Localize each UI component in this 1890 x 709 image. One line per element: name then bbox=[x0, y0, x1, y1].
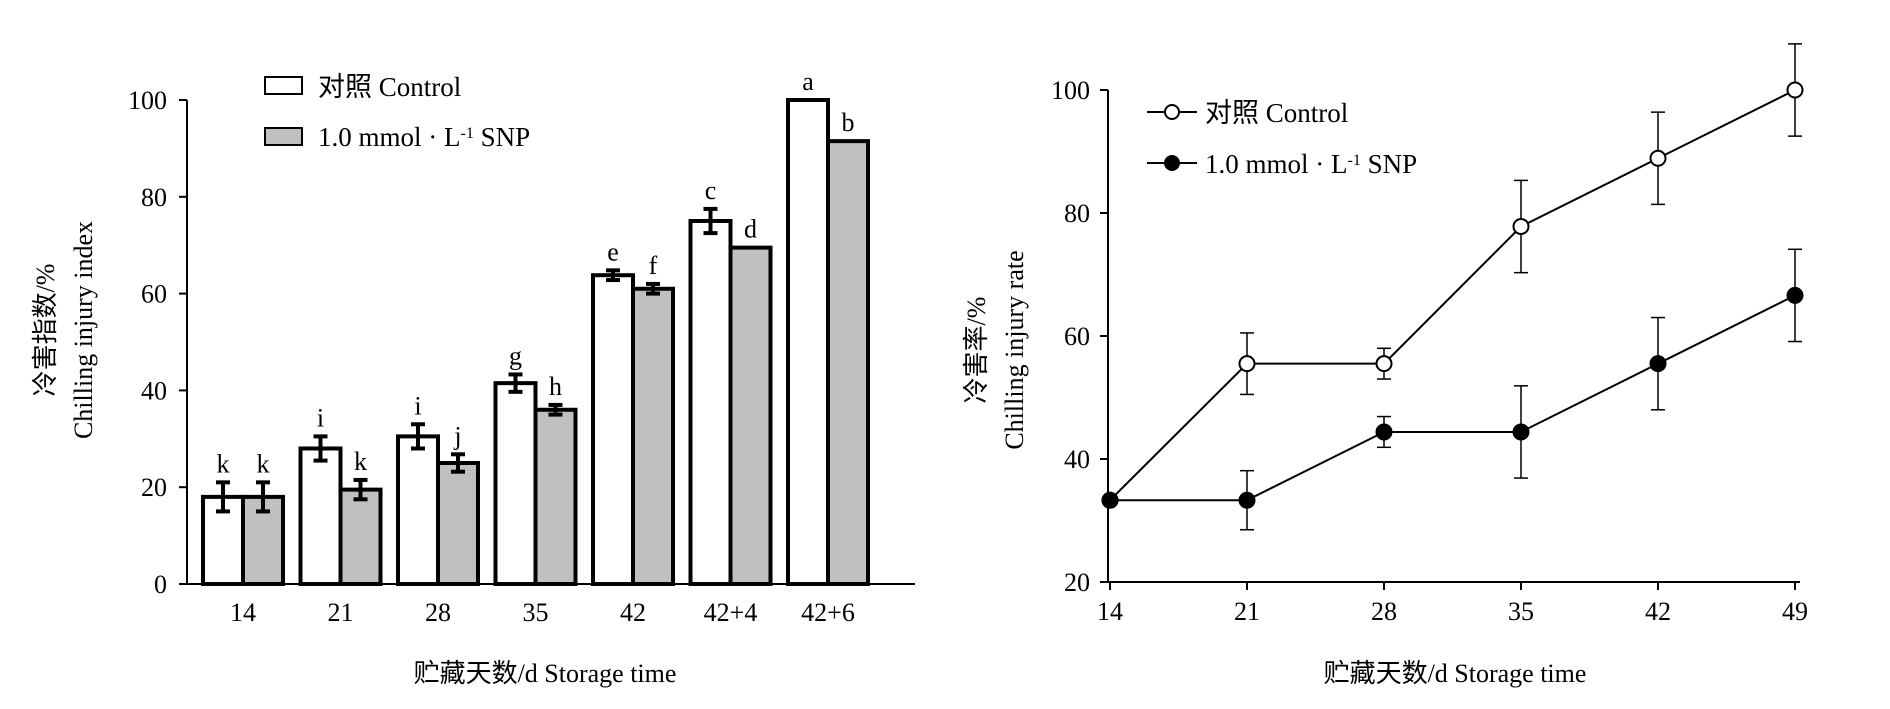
significance-letter: k bbox=[217, 449, 230, 478]
significance-letter: g bbox=[509, 341, 522, 370]
x-tick-label: 14 bbox=[1097, 597, 1123, 626]
series-line bbox=[1110, 294, 1796, 502]
y-axis-title-en: Chilling injury index bbox=[69, 221, 98, 439]
data-point bbox=[1786, 81, 1804, 99]
x-tick-label: 21 bbox=[1234, 597, 1260, 626]
significance-letter: i bbox=[414, 391, 421, 420]
significance-letter: j bbox=[453, 421, 461, 450]
legend-swatch-control bbox=[264, 76, 303, 95]
bar-control bbox=[298, 446, 343, 587]
legend-marker-control bbox=[1164, 104, 1180, 120]
x-tick-label: 28 bbox=[425, 598, 451, 627]
y-axis-title-cn: 冷害率/% bbox=[962, 297, 991, 404]
significance-letter: a bbox=[802, 67, 814, 96]
series-snp bbox=[1101, 248, 1804, 531]
data-point bbox=[1512, 423, 1530, 441]
bar-control bbox=[396, 434, 440, 586]
legend-swatch-snp bbox=[264, 127, 303, 146]
bar-snp bbox=[728, 245, 773, 586]
x-tick-label: 28 bbox=[1371, 597, 1397, 626]
bar-control bbox=[591, 273, 635, 586]
bar-control bbox=[786, 98, 830, 586]
legend-label-snp: 1.0 mmol · L-1 SNP bbox=[318, 122, 530, 152]
bar-snp bbox=[533, 407, 578, 587]
series-line bbox=[1109, 89, 1796, 501]
y-tick-label: 60 bbox=[1064, 322, 1090, 351]
bar-snp bbox=[631, 286, 675, 586]
bar-snp bbox=[338, 487, 383, 586]
legend: 对照 Control 1.0 mmol · L-1 SNP bbox=[1147, 98, 1417, 179]
significance-letter: k bbox=[257, 449, 270, 478]
x-tick-label: 42+4 bbox=[704, 598, 758, 627]
significance-letter: d bbox=[744, 215, 757, 244]
significance-letter: h bbox=[549, 372, 562, 401]
legend-marker-snp bbox=[1164, 155, 1180, 171]
data-point bbox=[1512, 218, 1530, 236]
x-tick-label: 42+6 bbox=[801, 598, 855, 627]
x-axis-title: 贮藏天数/d Storage time bbox=[1324, 659, 1587, 688]
data-point bbox=[1649, 355, 1667, 373]
legend-label-snp: 1.0 mmol · L-1 SNP bbox=[1205, 149, 1417, 179]
y-tick-label: 80 bbox=[1064, 199, 1090, 228]
data-point bbox=[1375, 423, 1393, 441]
y-tick-label: 100 bbox=[128, 86, 167, 115]
x-tick-label: 21 bbox=[328, 598, 354, 627]
data-point bbox=[1649, 149, 1667, 167]
x-tick-label: 35 bbox=[1508, 597, 1534, 626]
y-tick-label: 20 bbox=[141, 473, 167, 502]
significance-letter: i bbox=[317, 403, 324, 432]
series-control bbox=[1101, 43, 1804, 509]
bar-snp bbox=[826, 139, 870, 586]
significance-letter: e bbox=[607, 237, 619, 266]
legend-label-control: 对照 Control bbox=[1205, 98, 1348, 128]
x-axis-title: 贮藏天数/d Storage time bbox=[414, 659, 677, 688]
y-tick-label: 20 bbox=[1064, 568, 1090, 597]
y-tick-label: 40 bbox=[1064, 445, 1090, 474]
data-point bbox=[1238, 491, 1256, 509]
x-tick-label: 42 bbox=[620, 598, 646, 627]
legend-label-control: 对照 Control bbox=[318, 72, 461, 102]
significance-letter: b bbox=[842, 108, 855, 137]
y-tick-label: 0 bbox=[154, 570, 167, 599]
x-tick-label: 14 bbox=[230, 598, 256, 627]
bar-snp bbox=[436, 461, 480, 586]
x-tick-label: 35 bbox=[523, 598, 549, 627]
significance-letter: k bbox=[354, 447, 367, 476]
data-point bbox=[1375, 355, 1393, 373]
legend: 对照 Control 1.0 mmol · L-1 SNP bbox=[264, 72, 530, 152]
bar-control bbox=[688, 219, 733, 586]
significance-letter: f bbox=[649, 251, 658, 280]
y-tick-label: 100 bbox=[1051, 76, 1090, 105]
y-tick-label: 80 bbox=[141, 183, 167, 212]
x-tick-label: 49 bbox=[1782, 597, 1808, 626]
y-tick-label: 60 bbox=[141, 280, 167, 309]
x-tick-label: 42 bbox=[1645, 597, 1671, 626]
data-point bbox=[1238, 355, 1256, 373]
y-tick-label: 40 bbox=[141, 376, 167, 405]
line-chart-chilling-injury-rate: 20 40 60 80 100 14 21 28 35 42 49 对照 Control 1.0 mmo… bbox=[962, 43, 1808, 688]
y-axis-title-cn: 冷害指数/% bbox=[31, 264, 60, 397]
data-point bbox=[1786, 286, 1804, 304]
bar-control bbox=[493, 381, 538, 587]
data-point bbox=[1101, 491, 1119, 509]
y-axis-title-en: Chilling injury rate bbox=[1000, 250, 1029, 449]
significance-letter: c bbox=[705, 176, 717, 205]
